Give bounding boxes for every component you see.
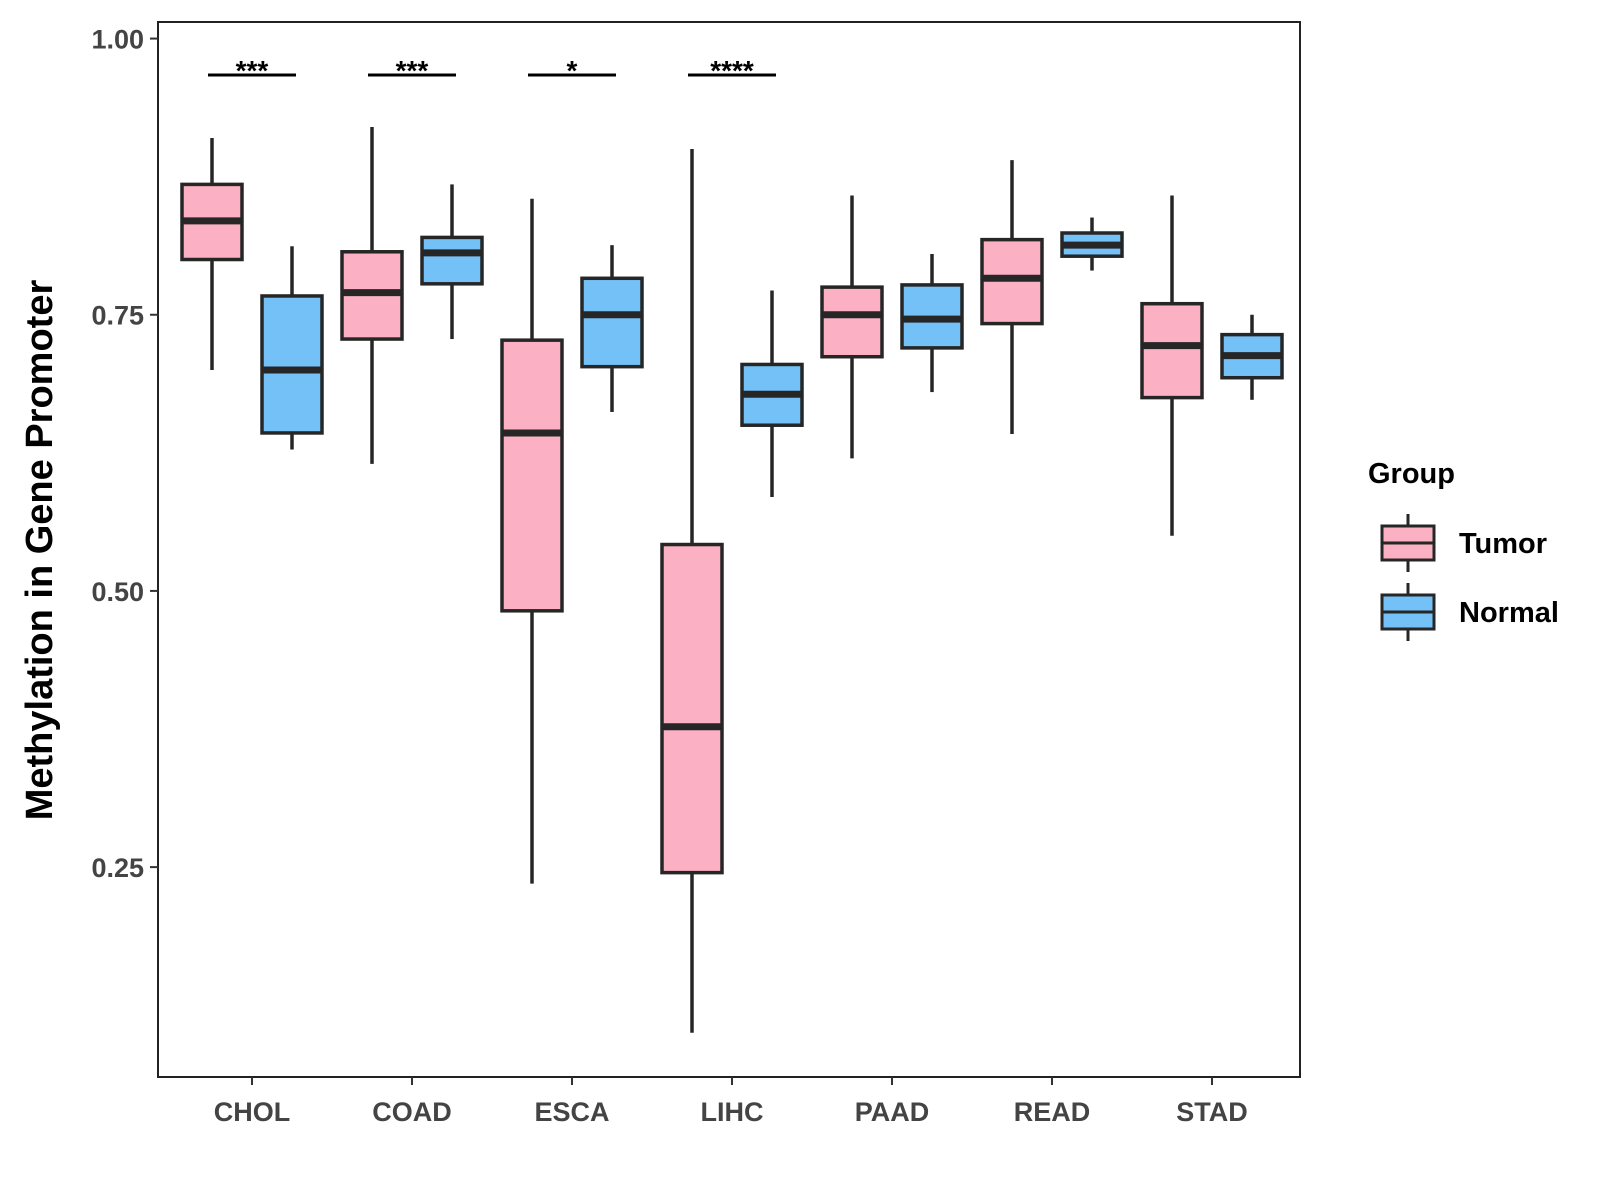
boxes [180,126,1284,1033]
box-normal-chol [260,246,324,450]
box-body [580,276,644,369]
legend-entry-tumor: Tumor [1380,514,1547,572]
y-tick-label: 0.50 [91,577,144,607]
box-normal-read [1060,217,1124,271]
box-body [420,235,484,286]
box-tumor-coad [340,126,404,464]
box-normal-stad [1220,314,1284,400]
y-axis: 0.25 0.50 0.75 1.00 [91,25,158,883]
significance-label: *** [396,55,429,86]
box-normal-lihc [740,290,804,498]
legend-label: Normal [1459,597,1559,629]
significance-annotations: *** *** * **** [208,55,776,86]
significance-label: *** [236,55,269,86]
legend-label: Tumor [1459,528,1547,560]
y-tick-label: 0.75 [91,301,144,331]
legend-entry-normal: Normal [1380,583,1559,641]
box-tumor-lihc [660,149,724,1033]
x-tick-label: PAAD [855,1097,930,1127]
box-tumor-esca [500,198,564,884]
box-tumor-paad [820,195,884,459]
box-body [500,338,564,613]
x-tick-label: CHOL [214,1097,291,1127]
box-normal-esca [580,245,644,412]
box-tumor-chol [180,137,244,370]
x-tick-label: COAD [372,1097,452,1127]
y-axis-title: Methylation in Gene Promoter [19,280,61,821]
box-body [660,542,724,875]
x-tick-label: STAD [1176,1097,1248,1127]
box-normal-coad [420,184,484,340]
significance-label: * [567,55,578,86]
box-tumor-read [980,160,1044,435]
box-body [260,294,324,435]
box-tumor-stad [1140,195,1204,536]
x-tick-label: ESCA [534,1097,609,1127]
legend-title: Group [1368,458,1455,490]
x-tick-label: LIHC [701,1097,764,1127]
box-body [820,285,884,359]
box-normal-paad [900,253,964,393]
box-body [1140,301,1204,400]
significance-label: **** [710,55,754,86]
legend: Group Tumor Normal [1368,458,1559,641]
panel-border [157,21,1301,1078]
y-tick-label: 1.00 [91,25,144,55]
y-tick-label: 0.25 [91,853,144,883]
x-tick-label: READ [1014,1097,1091,1127]
x-axis: CHOL COAD ESCA LIHC PAAD READ STAD [214,1077,1248,1127]
